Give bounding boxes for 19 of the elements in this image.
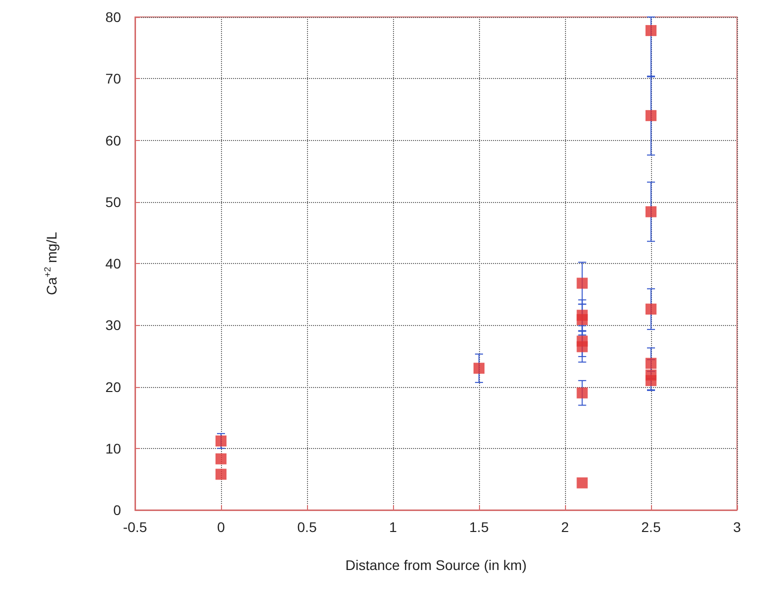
x-axis-title: Distance from Source (in km) <box>345 557 527 573</box>
x-tick-label: 1.5 <box>469 519 489 535</box>
x-tick-label: 0 <box>217 519 226 535</box>
x-tick-label: -0.5 <box>122 519 148 535</box>
y-tick-label: 60 <box>105 132 122 148</box>
y-tick-label: 50 <box>105 194 122 210</box>
y-tick-label: 30 <box>105 317 122 334</box>
y-tick-label: 40 <box>105 256 122 272</box>
x-tick-label: 3 <box>733 519 742 535</box>
x-tick-label: 2 <box>561 519 570 535</box>
y-tick-label: 20 <box>105 378 122 395</box>
y-tick-label: 80 <box>105 9 122 25</box>
y-axis-title: Ca+2 mg/L <box>42 232 60 296</box>
x-tick-label: 0.5 <box>297 519 317 535</box>
y-tick-label: 0 <box>113 502 122 518</box>
x-tick-label: 1 <box>389 519 398 535</box>
y-tick-label: 70 <box>105 70 122 87</box>
y-tick-label: 10 <box>105 440 122 456</box>
x-tick-label: 2.5 <box>641 519 661 535</box>
